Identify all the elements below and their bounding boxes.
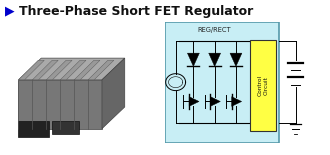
Bar xyxy=(52,121,79,134)
Polygon shape xyxy=(60,60,86,80)
Polygon shape xyxy=(74,60,100,80)
Text: Three-Phase Short FET Regulator: Three-Phase Short FET Regulator xyxy=(19,5,253,18)
Polygon shape xyxy=(209,53,221,66)
Bar xyxy=(165,22,279,143)
Polygon shape xyxy=(187,53,199,66)
Polygon shape xyxy=(46,60,72,80)
Polygon shape xyxy=(102,58,125,129)
Polygon shape xyxy=(32,60,58,80)
Polygon shape xyxy=(88,60,114,80)
Polygon shape xyxy=(189,97,199,106)
Bar xyxy=(250,40,276,131)
Bar xyxy=(18,121,49,137)
Polygon shape xyxy=(18,80,102,129)
Polygon shape xyxy=(230,53,242,66)
Polygon shape xyxy=(18,58,125,80)
Text: REG/RECT: REG/RECT xyxy=(198,27,231,33)
Polygon shape xyxy=(18,60,44,80)
Polygon shape xyxy=(232,97,242,106)
Polygon shape xyxy=(211,97,220,106)
Text: ▶: ▶ xyxy=(5,5,15,18)
Text: Control
Circuit: Control Circuit xyxy=(257,75,269,96)
